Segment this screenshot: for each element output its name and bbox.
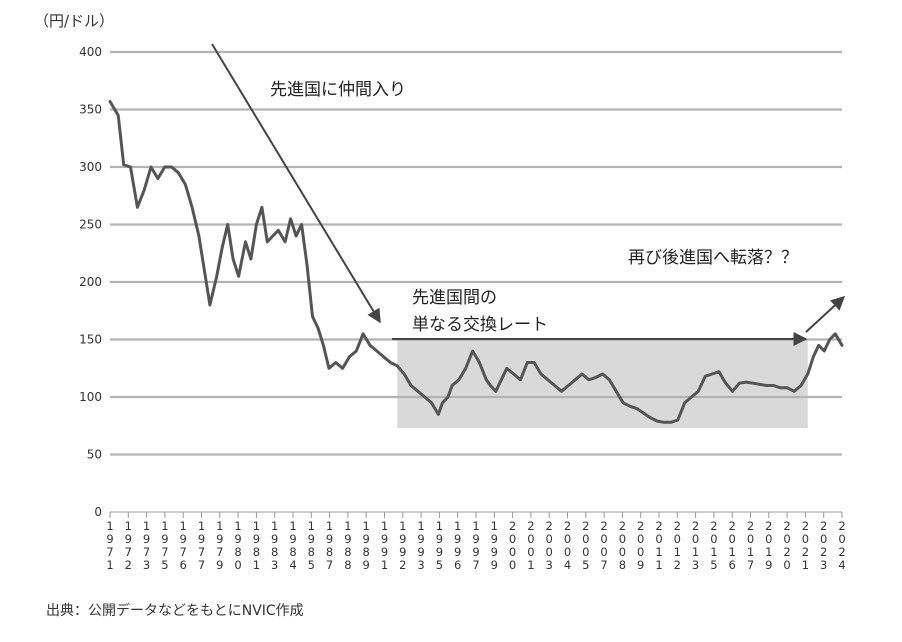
exchange-band — [397, 339, 808, 429]
y-tick-label: 100 — [79, 390, 102, 404]
annotation-fall-again: 再び後進国へ転落？？ — [628, 248, 798, 268]
arrow-rise — [805, 296, 846, 333]
y-tick-label: 400 — [79, 45, 102, 59]
annotation-exchange-line1: 先進国間の — [412, 288, 497, 308]
arrow-decline — [211, 43, 381, 324]
y-tick-label: 350 — [79, 103, 102, 117]
y-tick-label: 0 — [94, 505, 102, 519]
annotation-developed-entry: 先進国に仲間入り — [270, 80, 406, 100]
y-tick-label: 150 — [79, 333, 102, 347]
y-tick-label: 200 — [79, 275, 102, 289]
usd-jpy-line — [108, 100, 844, 424]
source-note: 出典：公開データなどをもとにNVIC作成 — [46, 603, 304, 619]
annotation-exchange-line2: 単なる交換レート — [412, 315, 548, 335]
y-tick-label: 300 — [79, 160, 102, 174]
y-tick-label: 250 — [79, 218, 102, 232]
y-tick-label: 50 — [87, 448, 102, 462]
y-unit-label: （円/ドル） — [34, 12, 115, 30]
